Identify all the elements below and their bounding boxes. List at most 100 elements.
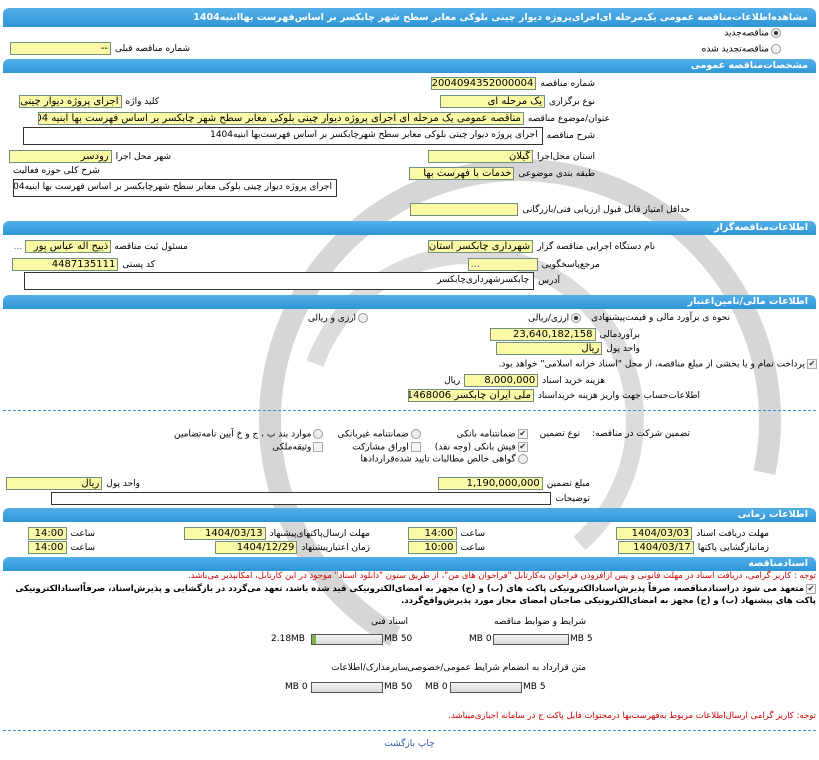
file-max: 5 MB xyxy=(570,634,593,644)
notes-label: توضیحات xyxy=(555,493,590,504)
reference-label: مرجع‌پاسخگویی xyxy=(541,259,600,270)
reference-field[interactable]: ... xyxy=(467,258,538,271)
treasury-checkbox[interactable]: ✔پرداخت تمام و یا بخشی از مبلغ مناقصه، ا… xyxy=(498,359,817,370)
guarantee-receivables[interactable]: گواهی خالص مطالبات تایید شده‌قراردادها xyxy=(174,454,528,465)
file-progress-bar xyxy=(450,682,522,693)
responsible-label: مسئول ثبت مناقصه xyxy=(114,241,188,252)
file-max: 5 MB xyxy=(523,682,546,692)
min-score-label: حداقل امتیاز قابل قبول ارزیابی فنی/بازرگ… xyxy=(522,204,690,215)
notes-box xyxy=(51,492,552,505)
guarantee-cash[interactable]: ✔فیش بانکی (وجه نقد) xyxy=(434,441,528,452)
doc-fee-label: هزینه خرید اسناد xyxy=(542,375,605,386)
file-label: شرایط و ضوابط مناقصه xyxy=(493,617,586,627)
opening-time[interactable]: 10:00 xyxy=(407,541,457,554)
estimate-method-label: نحوه ی برآورد مالی و قیمت‌پیشنهادی xyxy=(591,313,730,324)
city-label: شهر محل اجرا xyxy=(115,151,171,162)
time-label: ساعت xyxy=(460,542,486,553)
file-label: اسناد فنی xyxy=(371,617,408,627)
radio-renewed-tender[interactable]: مناقصه‌تجدید شده xyxy=(702,44,781,55)
subject-field[interactable]: مناقصه عمومی یک مرحله ای اجرای پروژه دیو… xyxy=(37,112,524,125)
category-label: طبقه بندی موضوعی xyxy=(518,168,595,179)
file-label: متن قرارداد به انضمام شرایط عمومی/خصوصی xyxy=(407,663,586,673)
guarantee-currency-field[interactable]: ریال xyxy=(6,477,103,490)
guarantee-clauses[interactable]: موارد بند ب ، ج و خ آیین نامه‌تضامین xyxy=(174,429,324,440)
opening-date[interactable]: 1404/03/17 xyxy=(617,541,694,554)
print-link[interactable]: چاپ xyxy=(417,739,435,749)
city-field[interactable]: رودسر xyxy=(8,150,112,163)
option-label: گواهی خالص مطالبات تایید شده‌قراردادها xyxy=(360,454,516,465)
radio-rial[interactable]: ارزی/ریالی xyxy=(528,313,582,324)
guarantee-type-label: نوع تضمین xyxy=(539,429,581,439)
postal-field[interactable]: 4487135111 xyxy=(12,258,119,271)
activity-label: شرح کلی حوزه فعالیت xyxy=(13,166,100,176)
time-label: ساعت xyxy=(460,528,486,539)
account-field[interactable]: ملی ایران چابکسر 0001468006 xyxy=(407,389,534,402)
guarantee-nonbank[interactable]: ضمانتنامه غیربانکی xyxy=(337,429,421,440)
responsible-field[interactable]: ذبیح اله عباس پور xyxy=(25,240,112,253)
radio-label: ارزی و ریالی xyxy=(307,313,357,324)
time-label: ساعت xyxy=(70,542,96,553)
min-score-field[interactable] xyxy=(410,203,519,216)
back-link[interactable]: بازگشت xyxy=(384,739,416,749)
prev-number-label: شماره مناقصه قبلی xyxy=(115,43,190,54)
description-label: شرح مناقصه xyxy=(546,131,595,141)
radio-new-tender[interactable]: مناقصه‌جدید xyxy=(724,28,781,39)
option-label: موارد بند ب ، ج و خ آیین نامه‌تضامین xyxy=(174,429,312,440)
opening-label: زمانبازگشایی پاکتها xyxy=(697,542,769,553)
section-timing: اطلاعات زمانی xyxy=(3,508,816,522)
file-size: 0 MB xyxy=(285,682,308,692)
keyword-label: کلید واژه xyxy=(125,96,159,107)
section-general: مشخصات‌مناقصه عمومی xyxy=(3,59,816,73)
estimate-field[interactable]: 23,640,182,158 xyxy=(489,328,596,341)
guarantee-bonds[interactable]: اوراق مشارکت xyxy=(337,441,421,452)
more-link[interactable]: ... xyxy=(13,241,23,252)
file-label: سایرمدارک/اطلاعات xyxy=(331,663,408,673)
file-progress-bar xyxy=(311,682,383,693)
section-organizer: اطلاعات‌مناقصه‌گزار xyxy=(3,221,816,235)
category-field[interactable]: خدمات با فهرست بها xyxy=(409,167,515,180)
subject-label: عنوان/موضوع مناقصه xyxy=(527,113,610,124)
documents-notice-2: توجه: کاربر گرامی ارسال‌اطلاعات مربوط به… xyxy=(448,711,816,721)
description-box: اجرای پروژه دیوار چینی بلوکی معابر سطح ش… xyxy=(22,127,543,145)
option-label: ضمانتنامه بانکی xyxy=(456,429,516,440)
option-label: ضمانتنامه غیربانکی xyxy=(337,429,409,440)
section-documents: اسنادمناقصه xyxy=(3,557,816,571)
keyword-field[interactable]: اجرای پروژه دیوار چینی بلوکی xyxy=(18,95,122,108)
commitment-checkbox[interactable]: ✔متعهد می شود دراسنادمناقصه، صرفاً پذیرش… xyxy=(15,583,816,606)
validity-label: زمان اعتبارپیشنهاد xyxy=(301,542,370,553)
validity-time[interactable]: 14:00 xyxy=(27,541,67,554)
doc-fee-unit: ریال xyxy=(444,375,461,386)
org-label: نام دستگاه اجرایی مناقصه گزار xyxy=(537,241,655,252)
address-box: چابکسرشهرداری‌چابکسر xyxy=(24,272,535,290)
prev-number-field[interactable]: -- xyxy=(10,42,112,55)
guarantee-label: تضمین شرکت در مناقصه: xyxy=(592,429,690,439)
file-size: 2.18MB xyxy=(271,634,305,644)
option-label: اوراق مشارکت xyxy=(352,442,409,452)
validity-date[interactable]: 1404/12/29 xyxy=(215,541,298,554)
number-label: شماره مناقصه xyxy=(540,78,595,89)
file-progress-fill xyxy=(312,635,316,644)
file-size: 0 MB xyxy=(469,634,492,644)
doc-deadline-date[interactable]: 1404/03/03 xyxy=(616,527,693,540)
holding-type-label: نوع برگزاری xyxy=(549,96,595,107)
estimate-label: برآوردمالی xyxy=(599,329,640,340)
submit-deadline-time[interactable]: 14:00 xyxy=(27,527,67,540)
doc-deadline-time[interactable]: 14:00 xyxy=(407,527,457,540)
holding-type-field[interactable]: یک مرحله ای xyxy=(440,95,545,108)
guarantee-property[interactable]: وثیقه‌ملکی xyxy=(174,441,324,452)
documents-notice: توجه : کاربر گرامی، دریافت اسناد در مهلت… xyxy=(188,571,816,581)
submit-deadline-date[interactable]: 1404/03/13 xyxy=(183,527,266,540)
doc-fee-field[interactable]: 8,000,000 xyxy=(464,374,539,387)
treasury-note: پرداخت تمام و یا بخشی از مبلغ مناقصه، از… xyxy=(498,359,805,370)
currency-field[interactable]: ریال xyxy=(496,342,603,355)
org-field[interactable]: شهرداری چابکسر استان گیلان xyxy=(428,240,534,253)
radio-both[interactable]: ارزی و ریالی xyxy=(307,313,369,324)
postal-label: کد پستی xyxy=(122,259,155,270)
province-field[interactable]: گیلان xyxy=(428,150,534,163)
guarantee-bank[interactable]: ✔ضمانتنامه بانکی xyxy=(456,429,528,440)
section-finance: اطلاعات مالی/تامین‌اعتبار xyxy=(3,295,816,309)
radio-label: ارزی/ریالی xyxy=(528,313,570,324)
option-label: فیش بانکی (وجه نقد) xyxy=(434,442,516,452)
guarantee-amount-field[interactable]: 1,190,000,000 xyxy=(437,477,543,490)
tender-number-field[interactable]: 2004094352000004 xyxy=(431,77,537,90)
